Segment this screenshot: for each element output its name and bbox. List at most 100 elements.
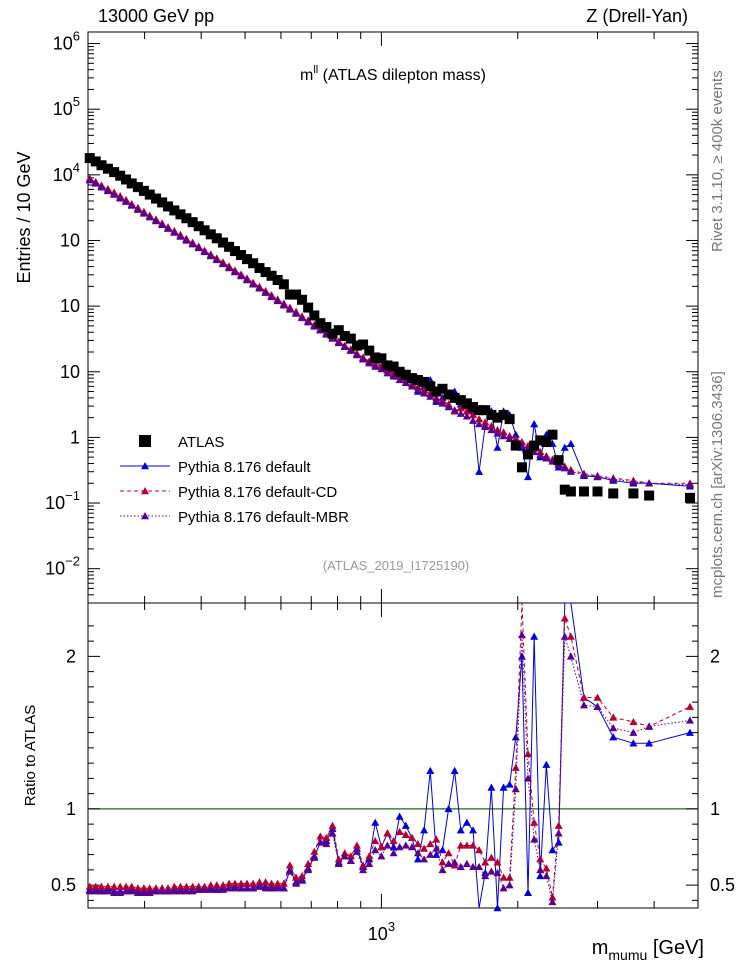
ratio-point <box>383 829 392 837</box>
mc-point <box>444 403 453 411</box>
ratio-point <box>267 879 276 887</box>
ratio-point <box>413 839 422 848</box>
ratio-line-2 <box>89 635 691 903</box>
data-point <box>327 328 338 339</box>
ratio-point <box>444 849 453 857</box>
ratio-point <box>352 841 361 849</box>
ratio-point <box>133 888 142 896</box>
mc-point <box>206 252 215 260</box>
mc-point <box>285 305 294 313</box>
mc-point <box>407 382 416 390</box>
ratio-point <box>444 859 453 867</box>
y-tick-label: 104 <box>53 160 80 185</box>
data-point <box>205 229 216 240</box>
ratio-point <box>481 871 490 880</box>
data-point <box>151 193 162 204</box>
y-tick-label: 10 <box>60 362 80 382</box>
mc-point <box>158 220 167 229</box>
ratio-point <box>219 885 228 893</box>
ratio-point <box>566 632 575 640</box>
ratio-point <box>462 818 471 826</box>
ratio-point <box>511 785 520 793</box>
ratio-point <box>249 879 258 887</box>
y-tick-label: 106 <box>53 29 80 54</box>
ratio-point <box>170 882 179 890</box>
ratio-point <box>365 852 374 860</box>
mc-point <box>97 183 106 191</box>
data-point <box>553 455 564 466</box>
ratio-point <box>267 884 276 892</box>
ratio-point <box>566 652 575 660</box>
ratio-y-tick-label: 2 <box>66 646 76 666</box>
ratio-point <box>243 879 252 887</box>
ratio-point <box>85 887 94 895</box>
data-point <box>523 449 534 460</box>
data-point <box>102 163 113 174</box>
ratio-point <box>395 843 404 851</box>
mc-point <box>200 247 209 256</box>
mc-point <box>685 480 694 488</box>
ratio-point <box>401 841 410 849</box>
mc-point <box>230 268 239 276</box>
ratio-y-tick-label: 0.5 <box>51 875 76 895</box>
ratio-point <box>322 833 331 842</box>
ratio-point <box>133 884 142 892</box>
ratio-point <box>110 882 119 890</box>
ratio-point <box>469 862 478 871</box>
ratio-point <box>426 839 435 848</box>
ratio-line-1 <box>89 602 691 898</box>
ratio-point <box>593 702 602 710</box>
data-point <box>260 267 271 278</box>
mc-point <box>383 369 392 377</box>
ratio-point <box>110 888 119 896</box>
ratio-point <box>499 873 508 881</box>
ratio-point <box>322 839 331 848</box>
ratio-point <box>188 887 197 895</box>
ratio-point <box>365 859 374 867</box>
analysis-watermark: (ATLAS_2019_I1725190) <box>323 558 469 573</box>
ratio-point <box>475 846 484 854</box>
ratio-y-tick-label-right: 0.5 <box>710 875 735 895</box>
data-point <box>187 217 198 228</box>
mc-point <box>469 410 478 419</box>
mc-point <box>609 475 618 483</box>
data-point <box>303 302 314 313</box>
header-energy: 13000 GeV pp <box>98 6 215 26</box>
mc-point <box>243 275 252 284</box>
ratio-point <box>629 739 638 747</box>
mc-point <box>499 428 508 436</box>
mc-point <box>456 409 465 417</box>
mc-point <box>225 264 234 272</box>
mc-point <box>122 197 131 205</box>
ratio-point <box>97 887 106 895</box>
ratio-point <box>609 713 618 721</box>
ratio-point <box>593 693 602 701</box>
ratio-point <box>206 885 215 893</box>
ratio-point <box>116 882 125 890</box>
y-axis-label: Entries / 10 GeV <box>14 151 34 283</box>
ratio-point <box>524 749 533 758</box>
y-tick-label: 10−1 <box>45 488 80 513</box>
ratio-point <box>505 873 514 881</box>
mc-point <box>273 296 282 305</box>
ratio-point <box>579 693 588 701</box>
ratio-point <box>103 887 112 895</box>
mc-point <box>481 422 490 431</box>
ratio-point <box>243 884 252 892</box>
mc-point <box>426 392 435 400</box>
data-point <box>358 339 369 350</box>
data-point <box>291 289 302 300</box>
y-tick-label: 1 <box>70 427 80 447</box>
ratio-point <box>170 887 179 895</box>
data-point <box>157 197 168 208</box>
data-point <box>449 392 460 403</box>
ratio-point <box>438 846 447 854</box>
mc-point <box>91 179 100 187</box>
data-point <box>486 409 497 420</box>
ratio-line-0 <box>89 602 691 909</box>
ratio-point <box>139 884 148 892</box>
ratio-point <box>103 882 112 890</box>
ratio-point <box>401 821 410 829</box>
y-tick-label: 105 <box>53 94 80 119</box>
data-point <box>199 225 210 236</box>
